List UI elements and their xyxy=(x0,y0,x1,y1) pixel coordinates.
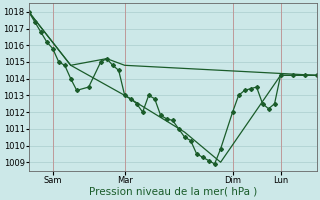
X-axis label: Pression niveau de la mer( hPa ): Pression niveau de la mer( hPa ) xyxy=(89,187,257,197)
